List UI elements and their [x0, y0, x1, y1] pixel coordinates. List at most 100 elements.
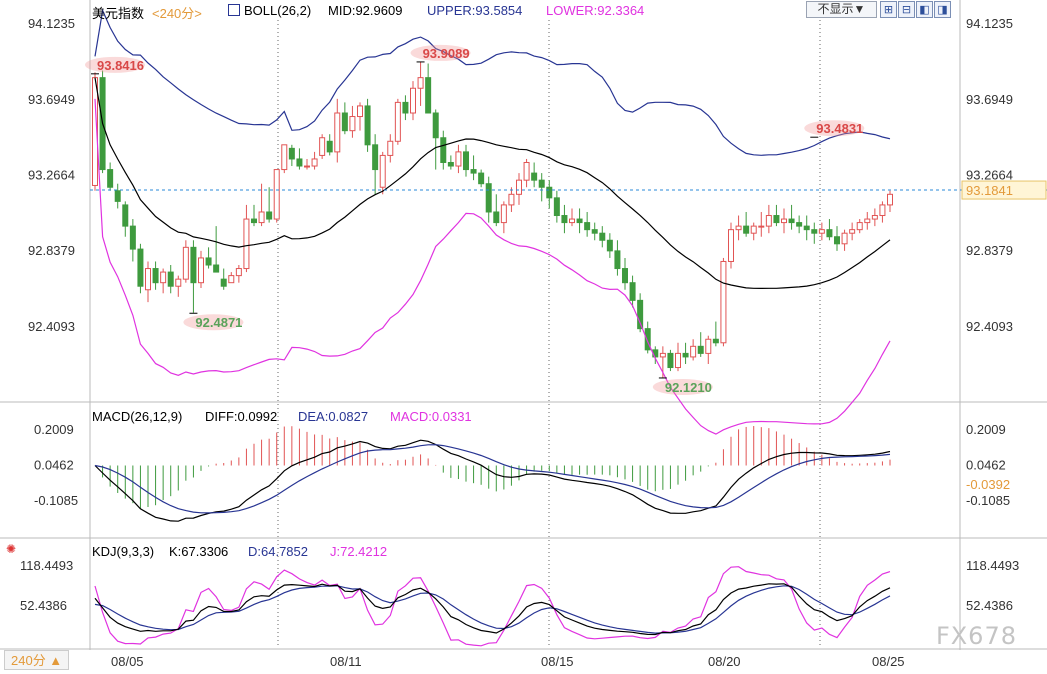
chart-grid: [0, 0, 1047, 650]
candle-body: [841, 232, 848, 245]
candle-body: [372, 144, 379, 171]
annotation-highlight: [652, 378, 713, 395]
candle-body: [137, 248, 144, 287]
candle-body: [796, 222, 803, 227]
candle-body: [773, 215, 780, 224]
macd-y-tick-right: -0.1085: [966, 493, 1010, 508]
candle-body: [410, 87, 416, 114]
annotation-highlight: [410, 44, 471, 61]
candle-body: [266, 211, 273, 220]
candle-body: [175, 278, 182, 287]
current-price-tag: [961, 180, 1047, 200]
candle-body: [455, 151, 462, 167]
macd-diff-line: [94, 439, 891, 522]
candle-body: [470, 169, 477, 174]
candle-body: [122, 204, 129, 227]
watermark: FX678: [935, 622, 1017, 650]
kdj-y-tick-left: 52.4386: [20, 598, 67, 613]
macd-y-tick-right: 0.2009: [966, 422, 1006, 437]
candle-body: [720, 260, 727, 344]
candle-body: [546, 186, 553, 199]
settings-icon[interactable]: ✺: [6, 542, 17, 556]
candle-body: [599, 232, 606, 241]
x-tick-label: 08/20: [708, 654, 741, 669]
kdj-title: KDJ(9,3,3): [92, 544, 155, 559]
x-tick-label: 08/11: [330, 654, 362, 669]
candle-body: [758, 225, 765, 228]
candle-body: [182, 246, 189, 280]
kdj-d-value: D:64.7852: [248, 544, 308, 559]
candle-body: [569, 218, 575, 224]
y-tick-label-right: 93.2664: [966, 168, 1013, 183]
candle-body: [432, 112, 439, 139]
price-annotations: 93.8416 92.4871 93.9089 92.1210 93.4831: [85, 44, 865, 395]
candle-body: [523, 161, 530, 181]
kdj-d-line: [94, 585, 891, 634]
annotation-label: 93.9089: [423, 46, 470, 61]
candle-body: [584, 222, 591, 231]
candle-body: [614, 250, 621, 270]
x-tick-label: 08/25: [872, 654, 905, 669]
candle-body: [478, 172, 485, 185]
kdj-j-value: J:72.4212: [330, 544, 388, 559]
kdj-k-line: [94, 583, 891, 636]
hide-button[interactable]: 不显示▼: [806, 1, 877, 18]
candle-body: [273, 169, 280, 220]
candle-body: [485, 183, 492, 213]
macd-y-tick-left: -0.1085: [34, 493, 78, 508]
candle-body: [341, 112, 348, 132]
candle-body: [417, 77, 424, 89]
candle-body: [243, 218, 250, 270]
candle-body: [811, 229, 818, 234]
candle-body: [659, 352, 666, 358]
candle-body: [864, 218, 871, 224]
macd-dea-line: [94, 444, 891, 514]
candle-body: [576, 218, 583, 224]
expand-icon[interactable]: ◧: [916, 1, 933, 18]
candle-body: [637, 299, 644, 330]
macd-title: MACD(26,12,9): [92, 409, 183, 424]
macd-y-tick-left: 0.0462: [34, 458, 74, 473]
crosshair-icon[interactable]: ⊞: [880, 1, 897, 18]
candle-body: [190, 246, 197, 284]
annotation-highlight: [85, 56, 145, 73]
candle-body: [682, 352, 689, 358]
y-tick-label-right: 92.8379: [966, 243, 1013, 258]
window-icon[interactable]: ◨: [934, 1, 951, 18]
candle-body: [235, 268, 242, 277]
candle-body: [213, 264, 220, 273]
period-button[interactable]: 240分 ▲: [4, 650, 70, 670]
annotation-highlight: [183, 314, 244, 331]
candle-body: [387, 140, 394, 156]
candle-body: [788, 218, 795, 224]
candle-body: [818, 229, 825, 234]
candle-body: [228, 275, 235, 284]
candle-body: [561, 215, 568, 224]
candle-body: [379, 154, 386, 188]
y-tick-label-left: 92.4093: [28, 319, 75, 334]
candle-body: [629, 282, 636, 301]
candle-body: [205, 257, 212, 266]
candle-body: [834, 236, 840, 245]
candle-body: [288, 147, 295, 160]
candle-body: [402, 101, 409, 114]
macd-current-label: -0.0392: [966, 477, 1010, 492]
annotation-label: 93.4831: [816, 121, 863, 136]
x-tick-label: 08/05: [111, 654, 144, 669]
kdj-y-tick-right: 118.4493: [966, 558, 1019, 573]
candle-body: [447, 161, 454, 167]
candle-body: [849, 229, 856, 234]
axes: 94.1235 94.1235 93.6949 93.6949 93.2664 93.26…: [28, 16, 1013, 669]
boll-bands: 93.1841: [90, 8, 1047, 435]
candle-body: [425, 77, 432, 114]
candle-body: [712, 338, 719, 344]
macd-y-tick-right: 0.0462: [966, 458, 1006, 473]
kdj-k-value: K:67.3306: [169, 544, 229, 559]
zoom-icon[interactable]: ⊟: [898, 1, 915, 18]
candle-body: [508, 193, 515, 206]
candle-body: [160, 271, 167, 284]
candle-body: [326, 140, 333, 153]
boll-upper-line: [94, 8, 891, 156]
